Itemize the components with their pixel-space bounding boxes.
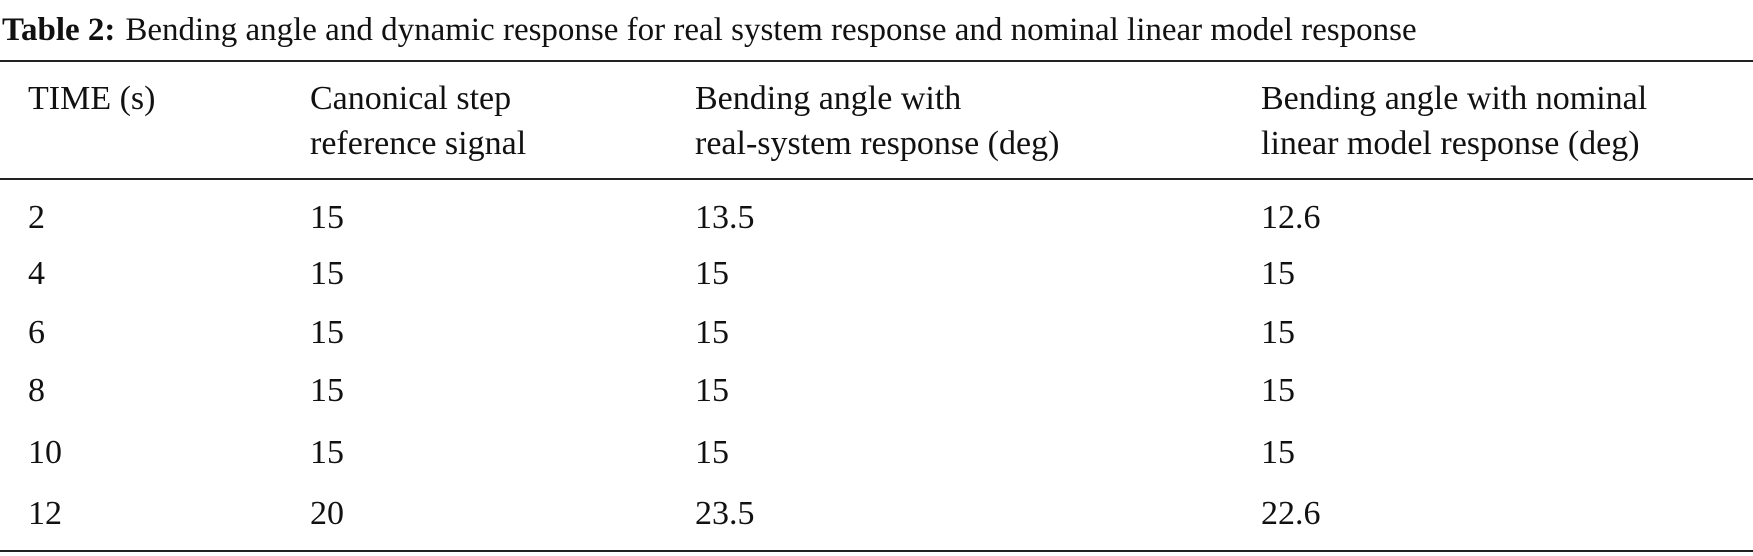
table-cell: 15 — [310, 255, 344, 292]
table-cell: 15 — [310, 434, 344, 471]
table-cell: 12 — [28, 495, 62, 532]
table-cell: 15 — [310, 372, 344, 409]
caption: Table 2: Bending angle and dynamic respon… — [2, 12, 1417, 49]
table-cell: 22.6 — [1261, 495, 1321, 532]
table-cell: 23.5 — [695, 495, 755, 532]
table-cell: 8 — [28, 372, 45, 409]
table-cell: 15 — [695, 372, 729, 409]
table-cell: 15 — [1261, 314, 1295, 351]
table-cell: 4 — [28, 255, 45, 292]
table-cell: 10 — [28, 434, 62, 471]
table-cell: 6 — [28, 314, 45, 351]
table-cell: 13.5 — [695, 199, 755, 236]
top-rule — [0, 60, 1753, 62]
table-cell: 15 — [310, 199, 344, 236]
header-cell: TIME (s) — [28, 80, 156, 117]
table-cell: 2 — [28, 199, 45, 236]
header-cell: Canonical step — [310, 80, 512, 117]
table-cell: 15 — [695, 314, 729, 351]
table-cell: 15 — [695, 255, 729, 292]
header-rule — [0, 178, 1753, 180]
table-cell: 15 — [695, 434, 729, 471]
table-cell: 15 — [1261, 434, 1295, 471]
caption-text: Bending angle and dynamic response for r… — [125, 12, 1417, 48]
table-cell: 15 — [1261, 372, 1295, 409]
caption-label: Table 2: — [2, 12, 116, 48]
header-cell: reference signal — [310, 125, 527, 162]
bottom-rule — [0, 550, 1753, 552]
header-cell: linear model response (deg) — [1261, 125, 1640, 162]
table-cell: 20 — [310, 495, 344, 532]
header-cell: Bending angle with nominal — [1261, 80, 1648, 117]
header-cell: real-system response (deg) — [695, 125, 1060, 162]
table-cell: 12.6 — [1261, 199, 1321, 236]
table-cell: 15 — [1261, 255, 1295, 292]
table-cell: 15 — [310, 314, 344, 351]
header-cell: Bending angle with — [695, 80, 962, 117]
